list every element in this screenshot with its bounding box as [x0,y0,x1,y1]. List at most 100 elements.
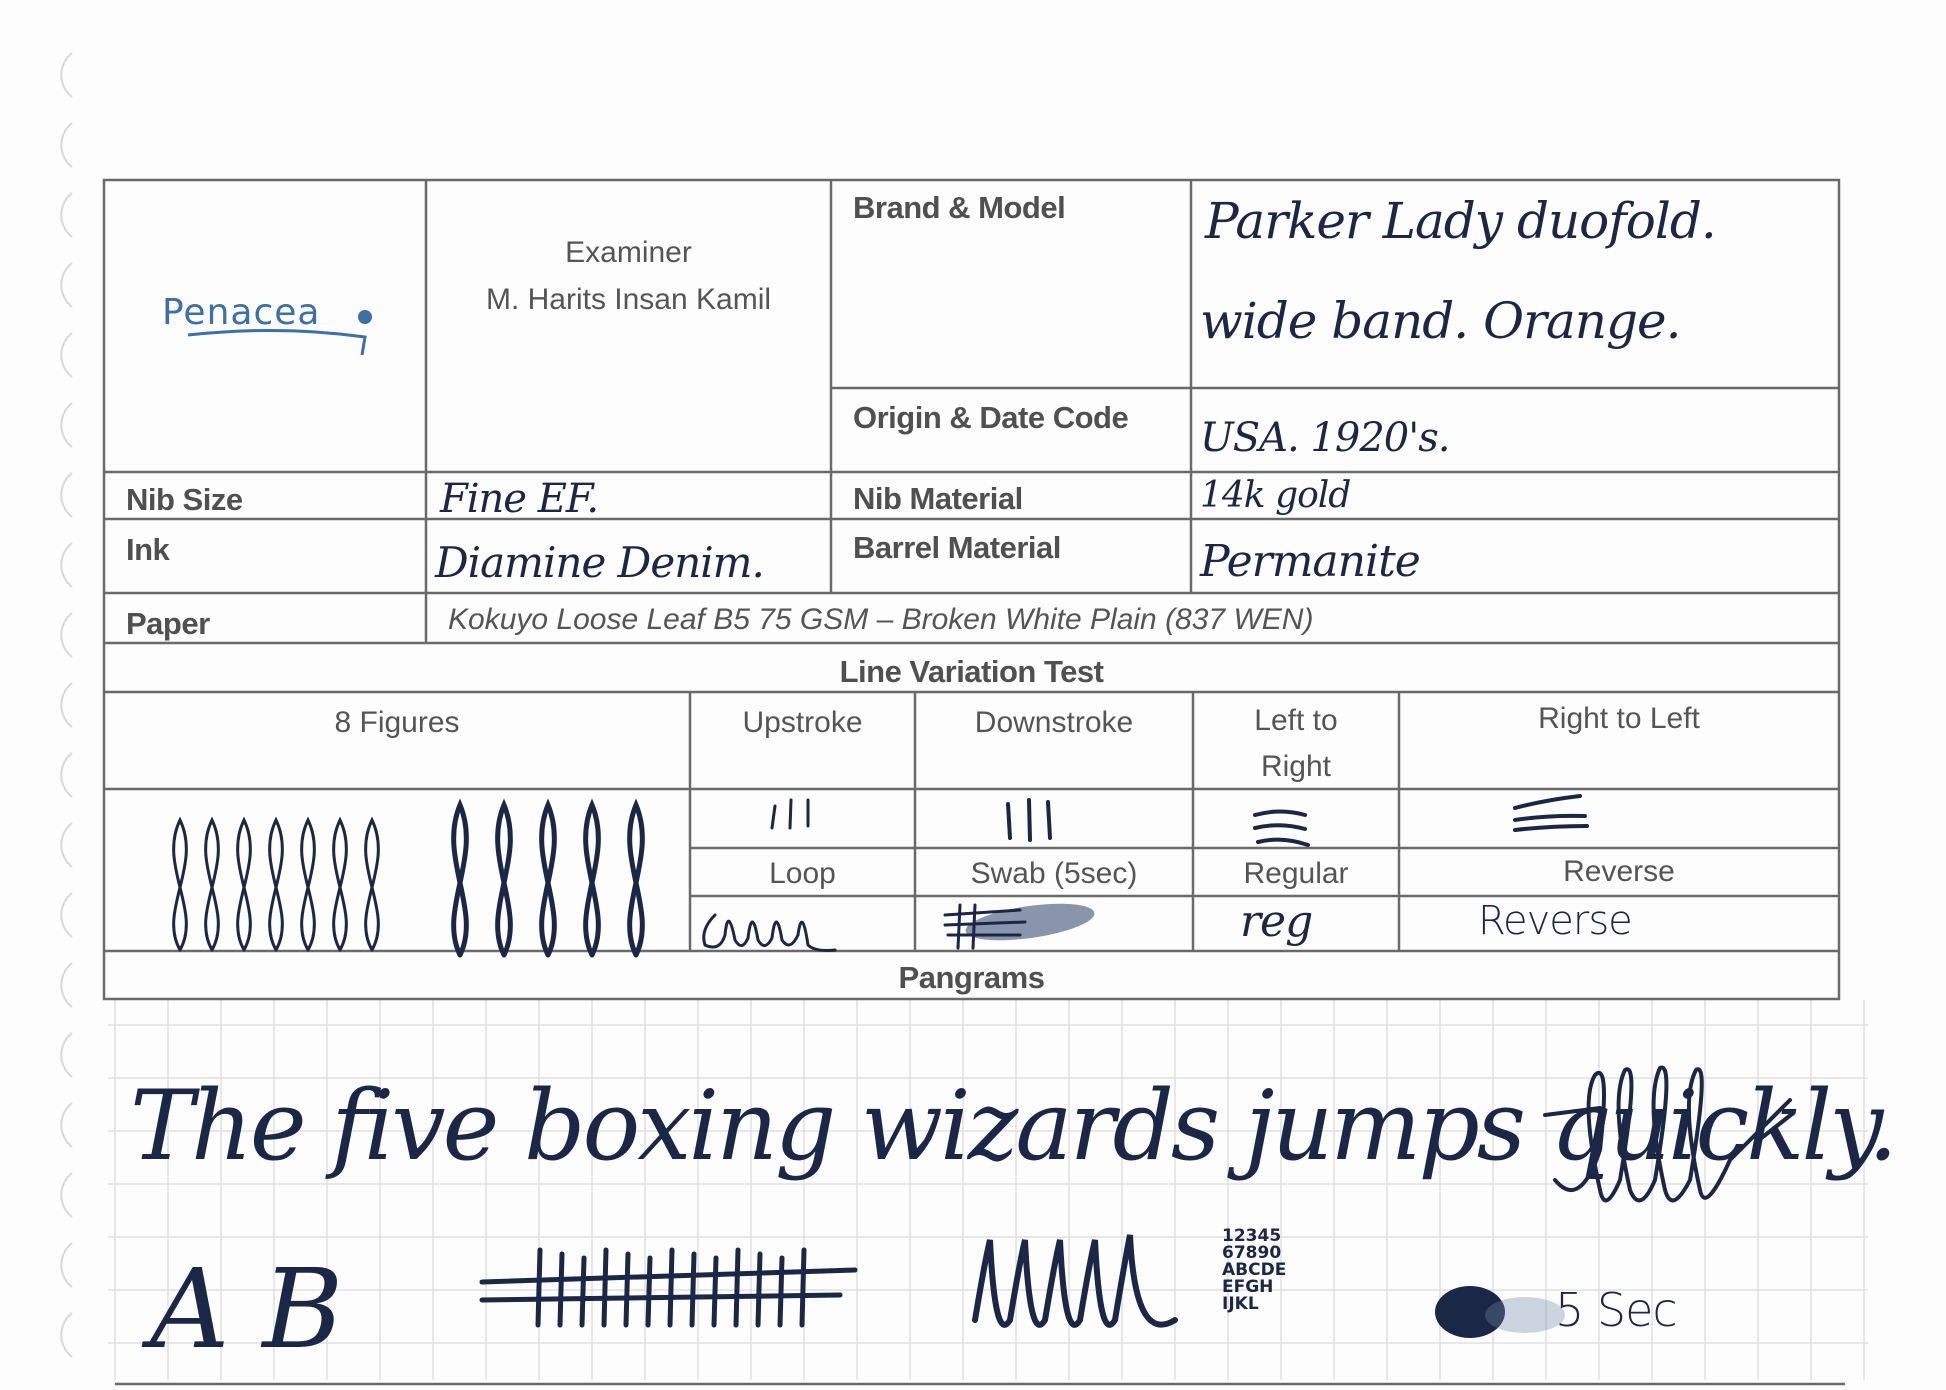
numbers-line: IJKL [1222,1294,1259,1314]
numbers-line: ABCDE [1222,1260,1287,1280]
vertical-stroke [711,1255,719,1328]
binder-hole [60,822,73,868]
binder-hole [60,892,73,938]
figure-eight [627,798,645,958]
examiner-label: Examiner [565,236,692,269]
left-to-right-label-line2: Right [1260,750,1332,783]
numbers-line: EFGH [1222,1277,1274,1297]
figures-label: 8 Figures [334,706,460,739]
pangram-vertical-strokes [535,1247,807,1328]
vertical-stroke [689,1251,697,1328]
binder-hole [60,262,73,308]
table-lines [102,178,1845,1386]
vertical-stroke [733,1247,741,1328]
left-to-right-sample [1253,809,1310,847]
barrel-material-value: Permanite [1200,536,1421,587]
binder-hole [60,682,73,728]
pangram-loops [972,1234,1178,1328]
loop-sample [702,913,837,952]
binder-holes [60,52,73,1358]
examiner-name: M. Harits Insan Kamil [485,283,772,316]
binder-hole [60,1172,73,1218]
nib-material-label: Nib Material [853,481,1023,516]
ink-label: Ink [126,532,170,567]
nib-material-value: 14k gold [1200,475,1351,516]
figure-eight [364,816,380,952]
pangrams-title: Pangrams [898,960,1045,995]
brand-model-label: Brand & Model [853,190,1066,225]
reverse-sample: Reverse [1478,898,1633,944]
vertical-stroke [601,1247,609,1328]
figure-eight [451,798,469,958]
binder-hole [60,122,73,168]
upstroke-sample [770,798,810,830]
figure-eight [300,816,316,952]
pangram-letters: A B [150,1245,343,1373]
vertical-stroke [535,1247,543,1328]
binder-hole [60,752,73,798]
paper-label: Paper [126,606,210,641]
origin-label: Origin & Date Code [853,400,1129,435]
pangram-numbers: 12345 67890 ABCDE EFGH IJKL [1222,1228,1286,1313]
downstroke-sample [1006,798,1052,842]
figure-eight [204,816,220,952]
binder-hole [60,52,73,98]
figure-eights-bold [451,798,645,958]
brand-model-value: Parker Lady duofold. [1205,192,1717,250]
regular-label: Regular [1243,857,1349,890]
vertical-stroke [557,1251,565,1328]
vertical-stroke [777,1255,785,1328]
regular-sample: reg [1240,896,1313,947]
downstroke-label: Downstroke [974,706,1134,739]
vertical-stroke [645,1255,653,1328]
binder-hole [60,472,73,518]
brand-model-value-line2: wide band. Orange. [1200,292,1681,350]
figure-eight [172,816,188,952]
vertical-stroke [623,1251,631,1328]
binder-hole [60,1102,73,1148]
vertical-stroke [667,1247,675,1328]
figure-eight [539,798,557,958]
binder-hole [60,1242,73,1288]
figure-eight [236,816,252,952]
upstroke-label: Upstroke [742,706,863,739]
logo-dot [358,310,372,324]
binder-hole [60,192,73,238]
right-to-left-sample [1513,794,1589,832]
numbers-line: 12345 [1222,1226,1282,1246]
binder-hole [60,1312,73,1358]
binder-hole [60,1032,73,1078]
binder-hole [60,612,73,658]
penacea-logo: Penacea [162,292,321,333]
figure-eight [268,816,284,952]
swab-sample [943,903,1095,950]
pangram-ff-loops [1543,1065,1792,1203]
pangram-swab-note: 5 Sec [1555,1283,1678,1337]
binder-hole [60,542,73,588]
barrel-material-label: Barrel Material [853,530,1061,565]
binder-hole [60,962,73,1008]
line-variation-title: Line Variation Test [839,654,1104,689]
left-to-right-label: Left to [1254,704,1338,737]
pangram-sentence: The five boxing wizards jumps quickly. [130,1070,1898,1182]
figure-eight [332,816,348,952]
binder-hole [60,402,73,448]
vertical-stroke [755,1251,763,1328]
figure-eights-thin [172,816,380,952]
loop-label: Loop [769,857,836,890]
logo-swoosh [187,328,367,356]
reverse-label: Reverse [1563,855,1675,888]
vertical-stroke [799,1247,807,1328]
nib-size-label: Nib Size [126,482,243,517]
origin-value: USA. 1920's. [1200,415,1450,461]
binder-hole [60,332,73,378]
paper-value: Kokuyo Loose Leaf B5 75 GSM – Broken Whi… [448,603,1314,636]
swab-label: Swab (5sec) [970,857,1138,890]
ink-value: Diamine Denim. [435,538,765,587]
numbers-line: 67890 [1222,1243,1282,1263]
pangram-swab [1435,1286,1565,1338]
figure-eight [583,798,601,958]
figure-eight [495,798,513,958]
nib-size-value: Fine EF. [440,476,599,522]
